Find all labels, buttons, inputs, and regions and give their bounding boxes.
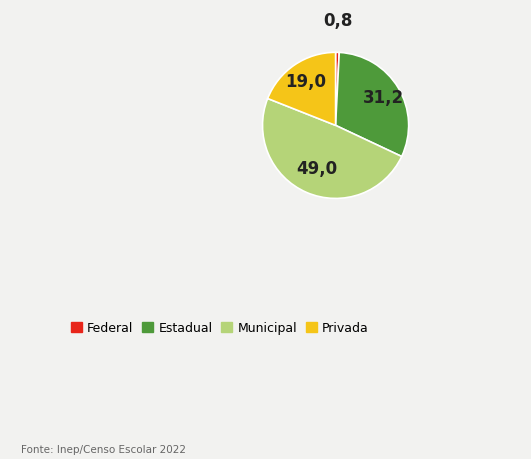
Wedge shape [268, 53, 336, 126]
Wedge shape [262, 99, 401, 199]
Wedge shape [336, 53, 409, 157]
Wedge shape [336, 53, 339, 126]
Text: Fonte: Inep/Censo Escolar 2022: Fonte: Inep/Censo Escolar 2022 [21, 444, 186, 454]
Text: 31,2: 31,2 [362, 89, 404, 107]
Text: 0,8: 0,8 [323, 12, 353, 30]
Text: 19,0: 19,0 [285, 73, 326, 91]
Text: 49,0: 49,0 [297, 160, 338, 178]
Legend: Federal, Estadual, Municipal, Privada: Federal, Estadual, Municipal, Privada [66, 317, 374, 340]
